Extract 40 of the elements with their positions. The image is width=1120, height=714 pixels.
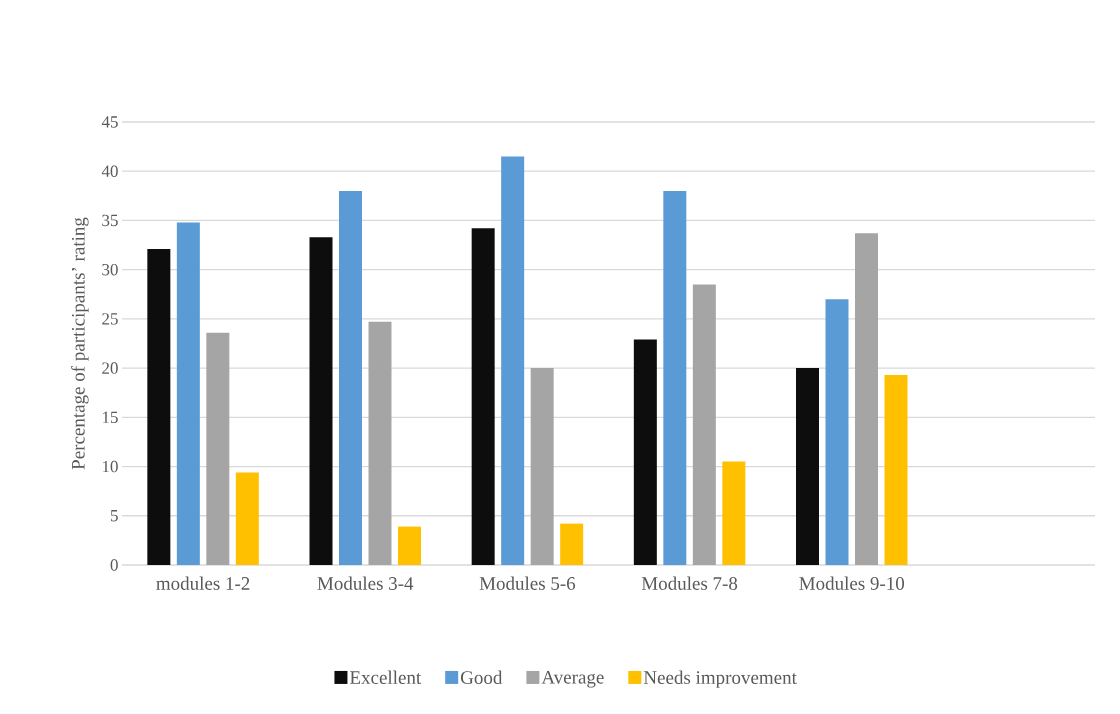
- y-tick-label: 40: [101, 165, 118, 177]
- bar: [855, 233, 878, 565]
- y-tick-label: 5: [110, 510, 118, 522]
- y-tick-label: 30: [102, 263, 118, 276]
- x-tick-label: Modules 5-6: [479, 576, 576, 590]
- y-tick-label: 0: [110, 559, 118, 571]
- bar: [796, 368, 819, 565]
- legend-label: Average: [541, 670, 604, 688]
- bar: [309, 237, 333, 565]
- bar: [471, 228, 495, 565]
- legend-label: Good: [460, 670, 503, 684]
- x-tick-label: Modules 9-10: [799, 576, 905, 590]
- bar: [206, 332, 230, 565]
- y-tick-label: 25: [102, 313, 118, 325]
- y-tick-label: 20: [102, 362, 118, 374]
- y-tick-label: 15: [102, 411, 118, 424]
- bar: [398, 526, 421, 565]
- x-tick-label: modules 1-2: [156, 576, 250, 590]
- bar: [692, 284, 716, 565]
- bar: [147, 248, 171, 565]
- bar: [235, 472, 259, 565]
- bar: [560, 523, 584, 565]
- bar: [825, 299, 849, 565]
- legend-label: Excellent: [349, 670, 422, 684]
- bar: [722, 461, 746, 565]
- bar: [339, 190, 362, 565]
- bar: [176, 222, 200, 565]
- y-tick-label: 45: [101, 116, 118, 128]
- bar: [884, 374, 908, 565]
- bar: [663, 190, 687, 565]
- bar: [368, 321, 392, 565]
- x-tick-label: Modules 3-4: [317, 576, 414, 590]
- x-tick-label: Modules 7-8: [641, 576, 738, 590]
- y-axis-title: Percentage of participants’ rating: [71, 217, 89, 470]
- y-tick-label: 35: [102, 214, 118, 227]
- bar: [633, 339, 657, 565]
- bar: [530, 368, 554, 565]
- y-tick-label: 10: [102, 460, 118, 473]
- legend-label: Needs improvement: [643, 670, 797, 688]
- bar: [501, 156, 525, 565]
